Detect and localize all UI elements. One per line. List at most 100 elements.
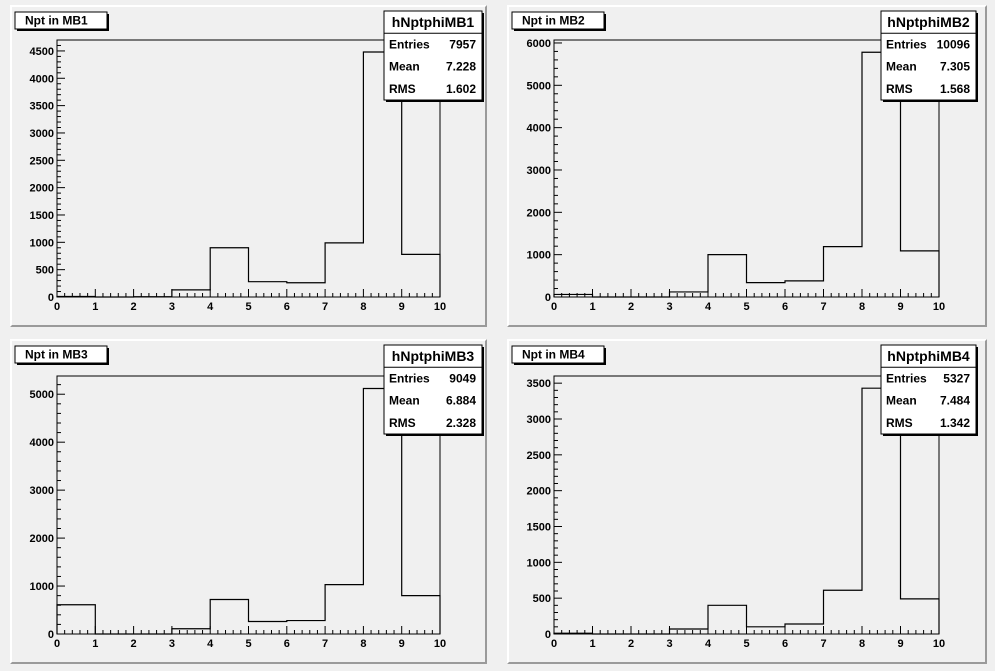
y-tick-label: 0 [545,629,551,641]
histogram-svg: 0 1 2 3 4 5 6 7 8 9 10 0 1000 2000 3000 4000 5000 6000 Npt… [511,10,978,313]
x-tick-label: 2 [131,301,137,313]
x-tick-label: 5 [245,638,251,650]
stats-rms-value: 1.342 [940,416,970,430]
y-tick-label: 2500 [30,155,54,167]
x-tick-label: 0 [54,638,60,650]
histogram-line [56,387,441,635]
histogram-bin [747,283,786,297]
y-tick-label: 0 [545,292,551,304]
y-tick-label: 5000 [30,389,54,401]
histogram-pad-mb3: 0 1 2 3 4 5 6 7 8 9 10 0 1000 2000 3000 4000 5000 Npt in … [10,339,487,664]
histogram-bin [670,292,709,297]
y-tick-label: 3500 [30,101,54,113]
histogram-bin [747,627,786,634]
x-tick-label: 10 [434,301,446,313]
x-tick-label: 2 [628,638,634,650]
y-tick-label: 1000 [30,581,54,593]
histogram-bin [785,624,824,634]
histogram-bin [249,622,287,634]
x-tick-label: 7 [322,638,328,650]
x-tick-label: 7 [820,638,826,650]
y-tick-label: 3000 [30,485,54,497]
y-tick-label: 2000 [527,486,551,498]
stats-box [880,344,977,435]
stats-entries-label: Entries [886,37,927,51]
y-tick-label: 4000 [527,123,551,135]
histogram-bin [287,621,325,634]
stats-entries-label: Entries [886,371,927,385]
histogram-bin [824,590,863,634]
x-tick-label: 10 [434,638,446,650]
y-tick-label: 4000 [30,437,54,449]
title-box [511,345,605,364]
x-tick-label: 6 [284,638,290,650]
x-tick-label: 6 [782,301,788,313]
histogram-pad-mb1: 0 1 2 3 4 5 6 7 8 9 10 0 500 1000 1500 2000 2500 3000 3500… [10,5,487,327]
stats-box [880,10,977,101]
stats-rms-label: RMS [886,416,913,430]
x-tick-label: 0 [54,301,60,313]
histogram-bin [824,247,863,297]
x-tick-label: 6 [284,301,290,313]
y-tick-label: 1000 [527,250,551,262]
stats-mean-label: Mean [389,394,420,408]
chart-title: Npt in MB1 [25,14,88,28]
stats-mean-value: 6.884 [446,394,476,408]
y-tick-label: 3000 [30,128,54,140]
y-tick-label: 2000 [30,183,54,195]
y-tick-label: 3000 [527,414,551,426]
x-tick-label: 3 [169,301,175,313]
stats-entries-value: 10096 [937,37,971,51]
x-tick-label: 0 [551,638,557,650]
y-tick-label: 1500 [527,522,551,534]
histogram-bin [172,290,210,297]
x-tick-label: 4 [705,638,712,650]
x-tick-label: 3 [666,301,672,313]
x-tick-label: 3 [666,638,672,650]
y-tick-label: 500 [533,593,551,605]
y-tick-label: 5000 [527,80,551,92]
chart-title: Npt in MB4 [522,348,585,362]
histogram-bin [901,599,940,634]
y-tick-label: 1500 [30,210,54,222]
histogram-pad-mb2: 0 1 2 3 4 5 6 7 8 9 10 0 1000 2000 3000 4000 5000 6000 Npt… [507,5,987,327]
y-tick-label: 500 [36,265,54,277]
histogram-bin [402,596,440,634]
stats-rms-label: RMS [389,416,416,430]
stats-entries-value: 5327 [943,371,970,385]
y-tick-label: 3000 [527,165,551,177]
histogram-bin [172,629,210,634]
stats-name: hNptphiMB4 [887,348,970,364]
x-tick-label: 10 [933,638,945,650]
histogram-bin [210,599,248,634]
x-tick-label: 10 [933,301,945,313]
y-tick-label: 4500 [30,46,54,58]
y-tick-label: 0 [48,292,54,304]
stats-name: hNptphiMB1 [392,14,475,30]
title-box [14,11,108,30]
y-tick-label: 2000 [30,533,54,545]
histogram-bin [57,605,95,634]
x-tick-label: 0 [551,301,557,313]
x-tick-label: 8 [360,638,366,650]
histogram-bin [901,251,940,297]
chart-title: Npt in MB2 [522,14,585,28]
histogram-bin [708,605,747,634]
x-tick-label: 9 [399,638,405,650]
stats-mean-label: Mean [886,394,917,408]
histogram-bin [402,254,440,297]
x-tick-label: 3 [169,638,175,650]
histogram-bin [210,248,248,297]
stats-name: hNptphiMB2 [887,14,970,30]
x-tick-label: 4 [705,301,712,313]
x-tick-label: 1 [589,638,595,650]
x-tick-label: 1 [589,301,595,313]
y-tick-label: 1000 [30,237,54,249]
plot-frame [56,375,441,635]
x-tick-label: 4 [207,638,214,650]
stats-entries-label: Entries [389,37,430,51]
histogram-svg: 0 1 2 3 4 5 6 7 8 9 10 0 500 1000 1500 2000 2500 3000 3500… [511,344,978,650]
x-tick-label: 8 [859,638,865,650]
x-tick-label: 7 [322,301,328,313]
y-tick-label: 1000 [527,557,551,569]
